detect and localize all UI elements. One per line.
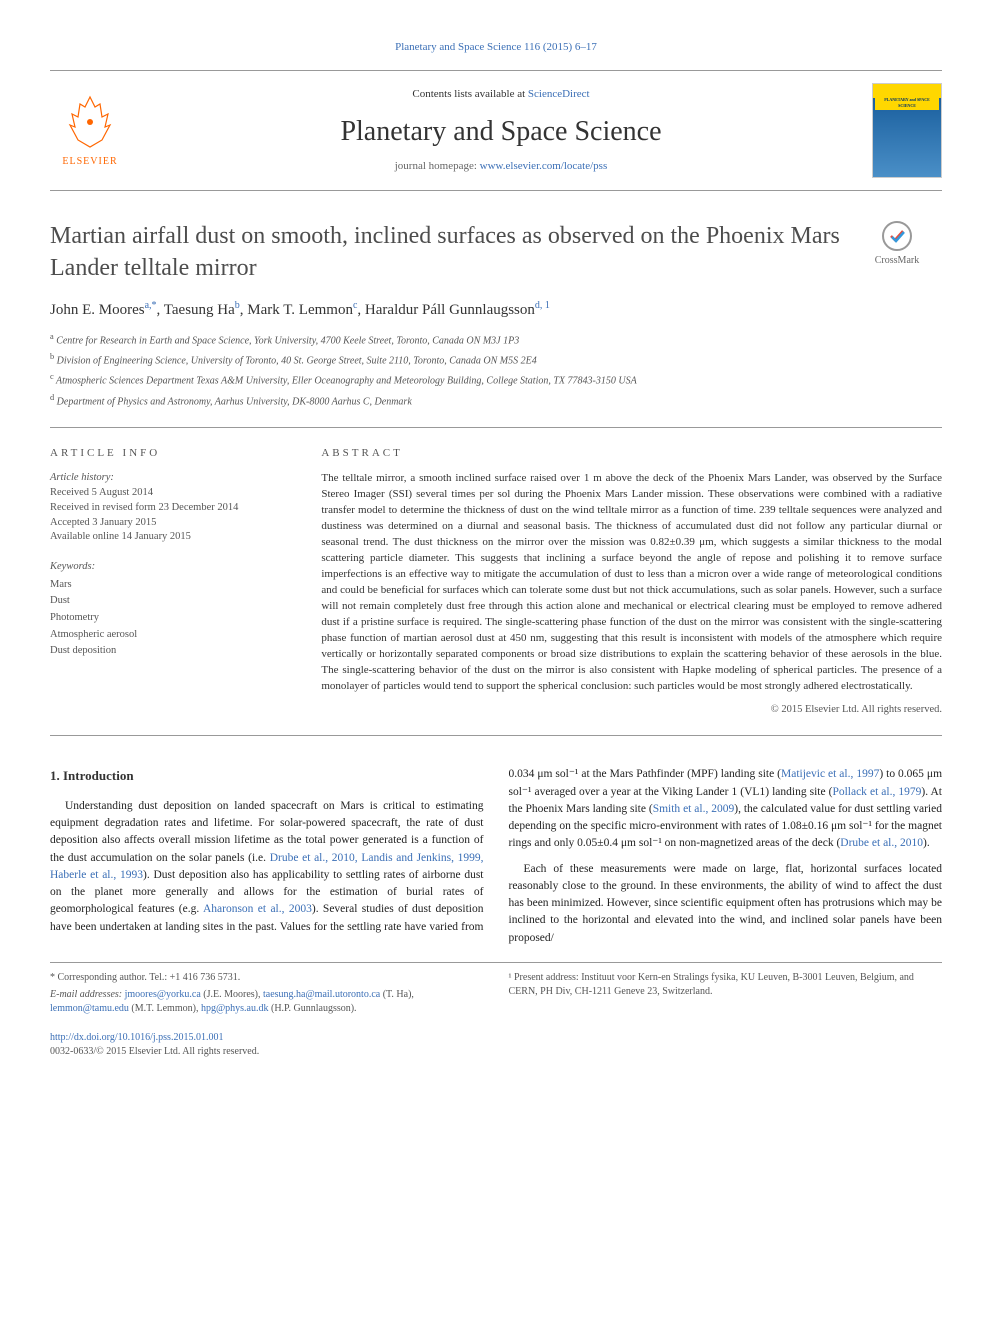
divider-rule xyxy=(50,427,942,428)
citation-link[interactable]: Pollack et al., 1979 xyxy=(832,786,921,798)
divider-rule-2 xyxy=(50,735,942,736)
keyword: Dust xyxy=(50,594,291,609)
corresponding-author-note: * Corresponding author. Tel.: +1 416 736… xyxy=(50,971,484,985)
email-addresses: E-mail addresses: jmoores@yorku.ca (J.E.… xyxy=(50,988,484,1016)
body-paragraph: Each of these measurements were made on … xyxy=(509,861,943,947)
keyword: Dust deposition xyxy=(50,644,291,659)
running-head-link[interactable]: Planetary and Space Science 116 (2015) 6… xyxy=(395,41,597,53)
publisher-logo: ELSEVIER xyxy=(50,86,130,176)
article-title: Martian airfall dust on smooth, inclined… xyxy=(50,221,942,283)
citation-link[interactable]: Drube et al., 2010 xyxy=(840,837,923,849)
abstract-heading: ABSTRACT xyxy=(321,446,942,461)
citation-link[interactable]: Aharonson et al., 2003 xyxy=(203,903,312,915)
issn-line: 0032-0633/© 2015 Elsevier Ltd. All right… xyxy=(50,1045,942,1059)
contents-line: Contents lists available at ScienceDirec… xyxy=(130,87,872,102)
author-2: , Taesung Ha xyxy=(157,302,235,318)
publisher-name: ELSEVIER xyxy=(62,155,117,169)
affiliation-d: d Department of Physics and Astronomy, A… xyxy=(50,392,942,409)
doi-link[interactable]: http://dx.doi.org/10.1016/j.pss.2015.01.… xyxy=(50,1032,223,1043)
homepage-link[interactable]: www.elsevier.com/locate/pss xyxy=(480,160,608,172)
article-info-heading: ARTICLE INFO xyxy=(50,446,291,461)
email-link[interactable]: taesung.ha@mail.utoronto.ca xyxy=(263,989,380,1000)
sciencedirect-link[interactable]: ScienceDirect xyxy=(528,88,590,100)
email-link[interactable]: hpg@phys.au.dk xyxy=(201,1003,269,1014)
author-list: John E. Mooresa,*, Taesung Hab, Mark T. … xyxy=(50,299,942,321)
keyword: Atmospheric aerosol xyxy=(50,628,291,643)
online-date: Available online 14 January 2015 xyxy=(50,531,191,542)
section-1-heading: 1. Introduction xyxy=(50,766,484,786)
journal-banner: ELSEVIER Contents lists available at Sci… xyxy=(50,70,942,191)
author-1: John E. Moores xyxy=(50,302,145,318)
footnotes-block: * Corresponding author. Tel.: +1 416 736… xyxy=(50,962,942,1016)
revised-date: Received in revised form 23 December 201… xyxy=(50,502,238,513)
author-3: , Mark T. Lemmon xyxy=(240,302,353,318)
citation-link[interactable]: Matijevic et al., 1997 xyxy=(781,768,879,780)
abstract-text: The telltale mirror, a smooth inclined s… xyxy=(321,471,942,694)
received-date: Received 5 August 2014 xyxy=(50,487,153,498)
crossmark-label: CrossMark xyxy=(875,255,919,266)
present-address-note: ¹ Present address: Instituut voor Kern-e… xyxy=(509,971,943,999)
author-4: , Haraldur Páll Gunnlaugsson xyxy=(357,302,534,318)
citation-link[interactable]: Smith et al., 2009 xyxy=(653,803,735,815)
cover-label: PLANETARY and SPACE SCIENCE xyxy=(875,96,939,109)
email-link[interactable]: jmoores@yorku.ca xyxy=(125,989,201,1000)
affiliation-c: c Atmospheric Sciences Department Texas … xyxy=(50,371,942,388)
elsevier-tree-icon xyxy=(60,92,120,152)
history-label: Article history: xyxy=(50,472,114,483)
keyword: Photometry xyxy=(50,611,291,626)
contents-prefix: Contents lists available at xyxy=(412,88,527,100)
affiliation-b: b Division of Engineering Science, Unive… xyxy=(50,351,942,368)
article-history: Article history: Received 5 August 2014 … xyxy=(50,471,291,544)
homepage-line: journal homepage: www.elsevier.com/locat… xyxy=(130,159,872,174)
crossmark-badge[interactable]: CrossMark xyxy=(852,221,942,268)
email-link[interactable]: lemmon@tamu.edu xyxy=(50,1003,129,1014)
crossmark-icon xyxy=(882,221,912,251)
keywords-label: Keywords: xyxy=(50,560,291,575)
accepted-date: Accepted 3 January 2015 xyxy=(50,517,156,528)
abstract-copyright: © 2015 Elsevier Ltd. All rights reserved… xyxy=(321,703,942,718)
journal-title: Planetary and Space Science xyxy=(130,112,872,151)
keyword: Mars xyxy=(50,578,291,593)
keywords-block: Keywords: Mars Dust Photometry Atmospher… xyxy=(50,560,291,659)
author-4-aff[interactable]: d, 1 xyxy=(535,300,550,311)
author-1-aff[interactable]: a, xyxy=(145,300,152,311)
running-head: Planetary and Space Science 116 (2015) 6… xyxy=(50,40,942,55)
affiliation-a: a Centre for Research in Earth and Space… xyxy=(50,331,942,348)
doi-line: http://dx.doi.org/10.1016/j.pss.2015.01.… xyxy=(50,1031,942,1045)
homepage-prefix: journal homepage: xyxy=(395,160,480,172)
journal-cover-thumbnail: PLANETARY and SPACE SCIENCE xyxy=(872,83,942,178)
